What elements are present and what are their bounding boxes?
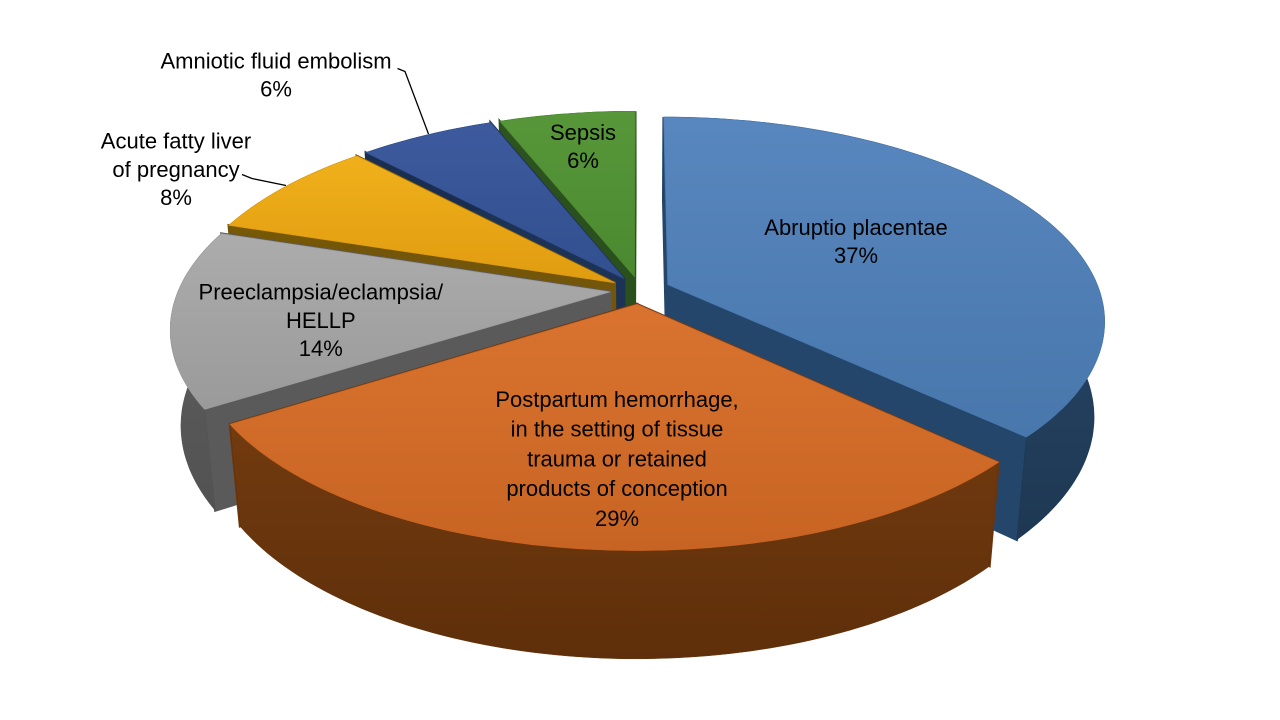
svg-text:6%: 6% [567,148,599,173]
svg-text:14%: 14% [299,336,343,361]
svg-text:of pregnancy: of pregnancy [112,157,239,182]
svg-text:Amniotic fluid embolism: Amniotic fluid embolism [160,49,391,74]
svg-text:HELLP: HELLP [286,308,356,333]
svg-text:8%: 8% [160,185,192,210]
svg-text:Abruptio placentae: Abruptio placentae [764,215,947,240]
svg-text:Sepsis: Sepsis [550,120,616,145]
svg-text:Acute fatty liver: Acute fatty liver [101,129,251,154]
svg-text:37%: 37% [834,243,878,268]
svg-text:Preeclampsia/eclampsia/: Preeclampsia/eclampsia/ [199,280,444,305]
svg-text:6%: 6% [260,77,292,102]
svg-text:Postpartum hemorrhage,: Postpartum hemorrhage, [495,387,738,412]
svg-text:products of conception: products of conception [506,476,727,501]
svg-text:in the setting of tissue: in the setting of tissue [511,417,724,442]
svg-text:trauma or retained: trauma or retained [527,446,707,471]
svg-text:29%: 29% [595,506,639,531]
